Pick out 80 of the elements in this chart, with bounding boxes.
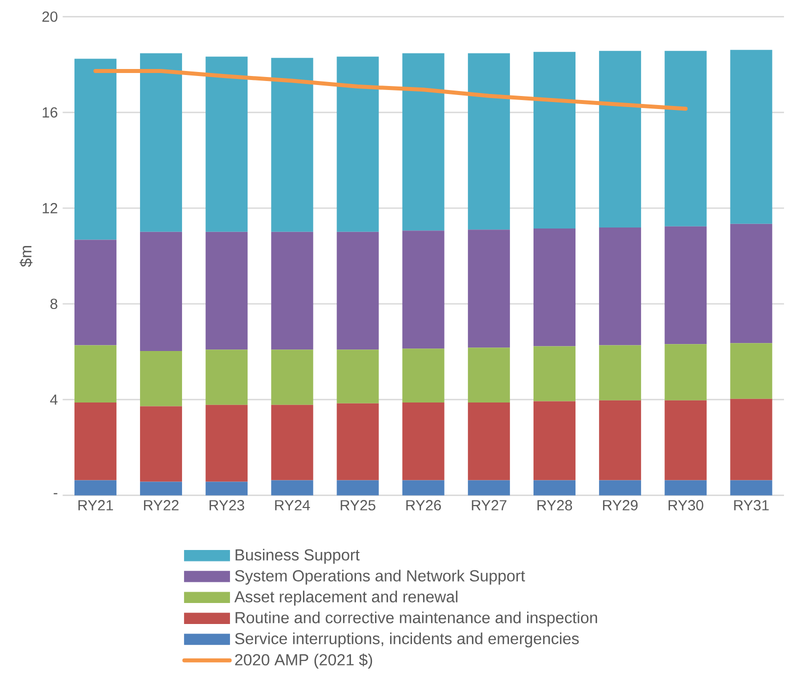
legend-label: Service interruptions, incidents and emergencies bbox=[235, 632, 579, 648]
legend-label: Business Support bbox=[236, 548, 360, 564]
y-tick-label: 4 bbox=[50, 394, 58, 405]
bar bbox=[271, 232, 314, 350]
bar bbox=[271, 350, 314, 405]
x-tick-label: RY27 bbox=[472, 500, 506, 510]
x-tick-label: RY29 bbox=[603, 500, 638, 510]
y-axis-title: $m bbox=[20, 246, 32, 267]
bar bbox=[533, 401, 576, 480]
bar bbox=[664, 50, 707, 226]
bar bbox=[468, 480, 510, 496]
bar bbox=[664, 400, 707, 480]
bar bbox=[336, 403, 379, 480]
bar bbox=[468, 348, 510, 402]
bar bbox=[402, 230, 444, 349]
bar bbox=[140, 53, 182, 232]
bar bbox=[206, 350, 248, 405]
bar bbox=[74, 480, 116, 496]
x-tick-label: RY23 bbox=[210, 500, 244, 510]
bar bbox=[533, 52, 576, 228]
legend-label: Asset replacement and renewal bbox=[234, 590, 458, 606]
bar bbox=[533, 228, 576, 346]
bar bbox=[599, 50, 642, 228]
bar bbox=[664, 480, 707, 496]
x-tick-label: RY21 bbox=[78, 500, 113, 510]
bar bbox=[533, 346, 576, 402]
x-tick-label: RY31 bbox=[734, 500, 769, 510]
bar bbox=[140, 232, 182, 352]
bar bbox=[599, 345, 642, 400]
x-tick-label: RY28 bbox=[537, 500, 572, 510]
bar bbox=[599, 480, 642, 496]
bar bbox=[74, 402, 116, 480]
x-tick-label: RY25 bbox=[340, 500, 376, 510]
bar bbox=[271, 480, 314, 496]
bar bbox=[336, 350, 379, 404]
bar bbox=[206, 56, 248, 232]
bar bbox=[533, 480, 576, 496]
bar bbox=[402, 53, 444, 231]
bar bbox=[74, 345, 116, 402]
bar bbox=[74, 240, 116, 346]
bar bbox=[336, 56, 379, 232]
y-tick-label: 12 bbox=[42, 203, 58, 214]
bar bbox=[402, 480, 444, 496]
bar bbox=[468, 53, 510, 230]
bar bbox=[664, 344, 707, 400]
y-tick-label: - bbox=[54, 493, 58, 494]
bar bbox=[730, 480, 772, 496]
bar bbox=[206, 404, 248, 482]
y-tick-label: 20 bbox=[42, 11, 58, 22]
x-tick-label: RY24 bbox=[275, 500, 310, 510]
line-series bbox=[93, 68, 688, 111]
bar bbox=[74, 58, 116, 240]
bar bbox=[402, 348, 444, 402]
bar bbox=[402, 402, 444, 480]
x-tick-label: RY26 bbox=[406, 500, 441, 510]
bar bbox=[206, 232, 248, 350]
bar bbox=[730, 398, 772, 480]
bar bbox=[206, 482, 248, 496]
bar bbox=[336, 480, 379, 496]
legend-label: 2020 AMP (2021 $) bbox=[235, 653, 372, 669]
bar bbox=[664, 226, 707, 344]
bar bbox=[140, 482, 182, 496]
bar bbox=[468, 402, 510, 480]
legend-label: System Operations and Network Support bbox=[235, 570, 526, 585]
y-tick-label: 16 bbox=[42, 107, 58, 118]
bar bbox=[730, 343, 772, 399]
bar bbox=[271, 404, 314, 480]
bar bbox=[599, 400, 642, 480]
x-tick-label: RY30 bbox=[668, 500, 704, 510]
bar bbox=[730, 224, 772, 344]
x-tick-label: RY22 bbox=[144, 500, 179, 510]
bar bbox=[271, 58, 314, 232]
bar bbox=[468, 230, 510, 348]
bar bbox=[599, 228, 642, 346]
bar bbox=[336, 232, 379, 350]
y-tick-label: 8 bbox=[50, 298, 58, 310]
bar bbox=[140, 406, 182, 482]
bar bbox=[730, 50, 772, 224]
legend-label: Routine and corrective maintenance and inspection bbox=[236, 612, 598, 627]
bar bbox=[140, 351, 182, 406]
